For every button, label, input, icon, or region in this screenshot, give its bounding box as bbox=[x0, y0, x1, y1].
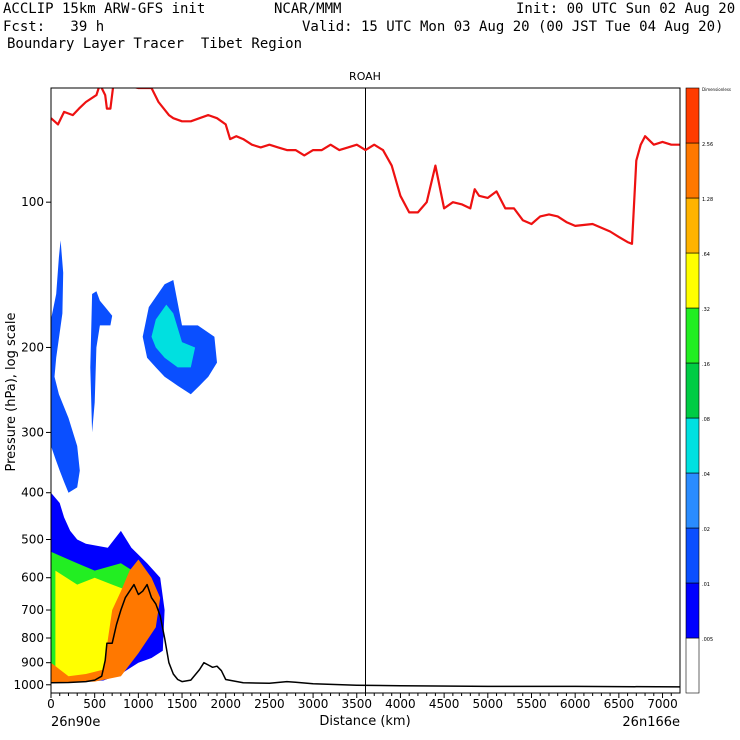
tracer-region-thin-column bbox=[90, 291, 113, 433]
colorbar-segment bbox=[685, 582, 700, 639]
init-time: Init: 00 UTC Sun 02 Aug 20 bbox=[516, 1, 736, 17]
forecast-hour: Fcst: 39 h bbox=[3, 19, 105, 35]
valid-time: Valid: 15 UTC Mon 03 Aug 20 (00 JST Tue … bbox=[302, 19, 724, 35]
colorbar-label: .32 bbox=[702, 307, 710, 313]
colorbar-label: .02 bbox=[702, 527, 710, 533]
x-tick-label: 4500 bbox=[429, 697, 460, 711]
tropopause-line bbox=[51, 88, 680, 245]
colorbar-label: 1.28 bbox=[702, 197, 713, 203]
y-tick-label: 200 bbox=[21, 340, 44, 354]
chart-title: ROAH bbox=[349, 70, 381, 83]
model-title: ACCLIP 15km ARW-GFS init bbox=[3, 1, 206, 17]
colorbar-label: .005 bbox=[702, 637, 713, 643]
x-tick-label: 1000 bbox=[123, 697, 154, 711]
y-tick-label: 100 bbox=[21, 195, 44, 209]
colorbar-segment bbox=[685, 307, 700, 364]
x-tick-label: 500 bbox=[83, 697, 106, 711]
terrain-line bbox=[51, 583, 680, 688]
colorbar-segment bbox=[685, 417, 700, 474]
x-tick-label: 1500 bbox=[167, 697, 198, 711]
chart-lines bbox=[51, 88, 680, 693]
colorbar-segment bbox=[685, 197, 700, 254]
colorbar-segment bbox=[685, 362, 700, 419]
x-tick-label: 7000 bbox=[647, 697, 678, 711]
y-tick-label: 500 bbox=[21, 533, 44, 547]
tracer-region-lower-plume-hot bbox=[51, 559, 161, 683]
x-tick-label: 0 bbox=[47, 697, 55, 711]
colorbar-segment bbox=[685, 527, 700, 584]
colorbar-label: .04 bbox=[702, 472, 710, 478]
tracer-region-left-edge bbox=[51, 240, 80, 493]
y-tick-label: 600 bbox=[21, 571, 44, 585]
colorbar-label: .08 bbox=[702, 417, 710, 423]
y-tick-label: 300 bbox=[21, 425, 44, 439]
colorbar-label: 2.56 bbox=[702, 142, 713, 148]
x-tick-label: 3500 bbox=[341, 697, 372, 711]
x-tick-label: 2000 bbox=[210, 697, 241, 711]
x-axis-label: Distance (km) bbox=[319, 714, 410, 729]
x-tick-label: 5000 bbox=[473, 697, 504, 711]
x-tick-label: 3000 bbox=[298, 697, 329, 711]
tracer-region-upper-blob-inner bbox=[151, 304, 196, 368]
y-tick-label: 400 bbox=[21, 486, 44, 500]
colorbar-label: .16 bbox=[702, 362, 710, 368]
colorbar-label: Dimensionless bbox=[702, 87, 731, 92]
axes: 0 500 1000 1500 2000 2500 3000 3500 4000 4500 5000… bbox=[13, 195, 677, 711]
x-tick-label: 4000 bbox=[385, 697, 416, 711]
product-name: Boundary Layer Tracer Tibet Region bbox=[7, 36, 303, 52]
x-tick-label: 6500 bbox=[604, 697, 635, 711]
colorbar-segment bbox=[685, 252, 700, 309]
y-tick-label: 800 bbox=[21, 631, 44, 645]
y-tick-label: 700 bbox=[21, 603, 44, 617]
colorbar-segment bbox=[685, 472, 700, 529]
x-start-point: 26n90e bbox=[51, 715, 100, 730]
colorbar-label: .64 bbox=[702, 252, 710, 258]
x-tick-label: 6000 bbox=[560, 697, 591, 711]
tracer-fields bbox=[51, 240, 217, 683]
colorbar-segment bbox=[685, 142, 700, 199]
x-end-point: 26n166e bbox=[622, 715, 680, 730]
x-tick-label: 2500 bbox=[254, 697, 285, 711]
y-tick-label: 900 bbox=[21, 656, 44, 670]
colorbar: .005 .01 .02 .04 .08 .16 .32 .64 1.28 2.56 Dimensi… bbox=[685, 87, 731, 694]
colorbar-label: .01 bbox=[702, 582, 710, 588]
colorbar-segment bbox=[685, 637, 700, 694]
y-tick-label: 1000 bbox=[13, 678, 44, 692]
org-label: NCAR/MMM bbox=[274, 1, 342, 17]
x-tick-label: 5500 bbox=[516, 697, 547, 711]
colorbar-segment bbox=[685, 87, 700, 144]
y-axis-label: Pressure (hPa), log scale bbox=[4, 313, 19, 472]
